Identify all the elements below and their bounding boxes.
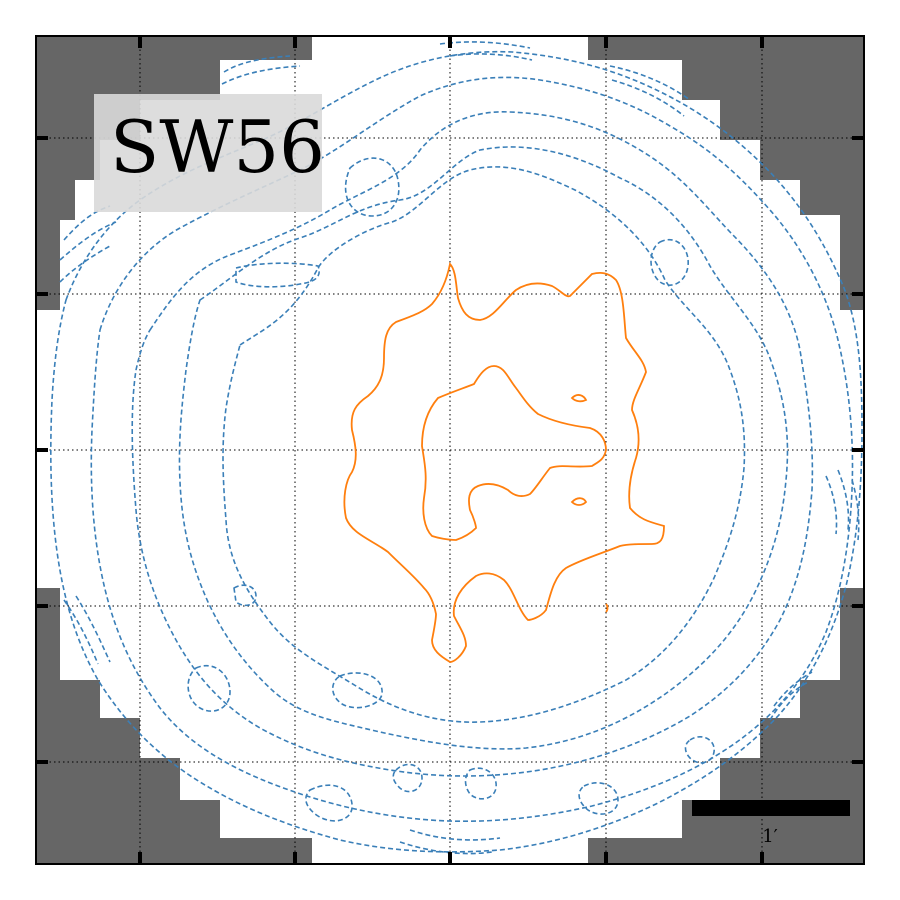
field-name-label: SW56 — [110, 105, 325, 189]
negative-contour — [331, 672, 383, 709]
negative-contour — [825, 469, 860, 541]
negative-contour — [439, 41, 533, 61]
masked-region-bottom-left — [36, 588, 312, 864]
positive-contour — [570, 394, 588, 403]
negative-contour — [399, 829, 501, 855]
positive-contour — [570, 497, 588, 506]
negative-contour — [63, 595, 111, 665]
negative-contour — [50, 50, 863, 853]
negative-contour — [392, 763, 423, 793]
positive-contour — [421, 365, 607, 541]
positive-contour — [343, 262, 665, 663]
negative-contours — [50, 41, 863, 855]
negative-contour — [178, 146, 789, 750]
positive-contours — [343, 262, 665, 663]
masked-region-bottom-right — [588, 588, 864, 864]
negative-contour — [609, 65, 691, 117]
negative-contour — [344, 157, 400, 217]
scale-bar — [692, 800, 850, 816]
field-label-box — [94, 94, 322, 212]
masked-region-top-right — [588, 36, 864, 310]
positive-contour — [605, 603, 609, 613]
negative-contour — [650, 239, 689, 286]
negative-contour — [235, 262, 320, 288]
negative-contour — [769, 671, 813, 721]
grid-lines — [36, 36, 864, 864]
negative-contour — [233, 584, 257, 607]
axis-ticks — [36, 36, 864, 864]
negative-contour — [222, 166, 746, 723]
negative-contour — [90, 76, 854, 823]
negative-contour — [131, 111, 814, 777]
negative-contour — [187, 665, 231, 712]
negative-contour — [464, 767, 497, 800]
negative-contour — [221, 55, 301, 85]
negative-contour — [305, 784, 353, 822]
negative-contour — [578, 782, 619, 815]
negative-contour — [59, 205, 117, 283]
negative-contour — [684, 736, 715, 764]
scale-bar-label: 1′ — [762, 826, 778, 847]
